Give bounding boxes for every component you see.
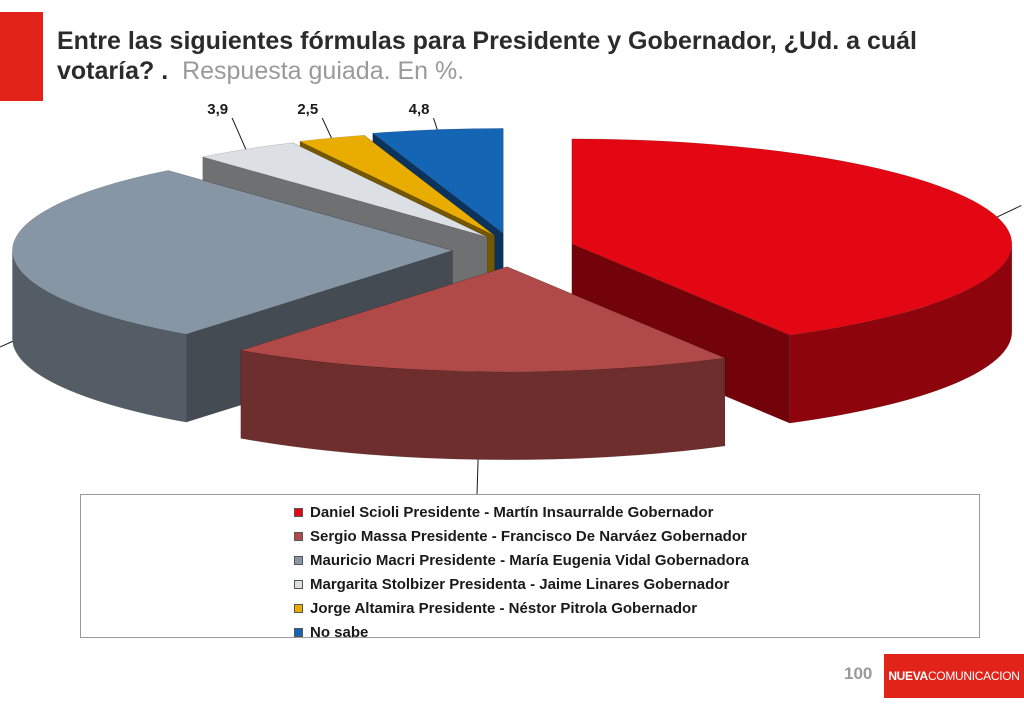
legend-label: Sergio Massa Presidente - Francisco De N… [310, 527, 747, 545]
legend-swatch [294, 627, 303, 637]
legend-swatch [294, 603, 303, 613]
legend-entry: No sabe [294, 620, 979, 644]
slice-2 [12, 170, 454, 335]
legend-label: Jorge Altamira Presidente - Néstor Pitro… [310, 599, 698, 617]
brand-logo: NUEVA COMUNICACION [884, 654, 1024, 698]
legend-swatch [294, 507, 303, 517]
legend-label: Mauricio Macri Presidente - María Eugeni… [310, 551, 750, 569]
slice-side-0-2 [789, 243, 1013, 424]
legend-entry: Sergio Massa Presidente - Francisco De N… [294, 524, 979, 548]
leader-line-4 [321, 117, 332, 139]
legend-label: Margarita Stolbizer Presidenta - Jaime L… [310, 575, 730, 593]
legend-label: No sabe [310, 623, 369, 641]
logo-bold-text: NUEVA [888, 669, 928, 683]
title-subtitle: Respuesta guiada. En %. [182, 57, 465, 85]
legend-swatch [294, 579, 303, 589]
slice-side-2-2 [12, 250, 187, 423]
leader-line-2 [0, 340, 13, 348]
data-label-4: 2,5 [297, 101, 318, 118]
chart-legend: Daniel Scioli Presidente - Martín Insaur… [80, 494, 980, 641]
legend-entry: Mauricio Macri Presidente - María Eugeni… [294, 548, 979, 572]
accent-bar [0, 12, 43, 101]
slice-side-1-2 [240, 350, 726, 461]
pie-chart: 41,818,628,53,92,54,8 [0, 101, 1022, 500]
legend-swatch [294, 531, 303, 541]
data-label-5: 4,8 [409, 101, 430, 118]
leader-line-1 [476, 459, 479, 500]
legend-entry: Margarita Stolbizer Presidenta - Jaime L… [294, 572, 979, 596]
title-main: Entre las siguientes fórmulas para Presi… [57, 27, 917, 85]
page-title: Entre las siguientes fórmulas para Presi… [57, 26, 1007, 86]
legend-entry: Daniel Scioli Presidente - Martín Insaur… [294, 500, 979, 524]
legend-label: Daniel Scioli Presidente - Martín Insaur… [310, 503, 714, 521]
page-number: 100 [844, 664, 873, 683]
legend-entry: Jorge Altamira Presidente - Néstor Pitro… [294, 596, 979, 620]
data-label-3: 3,9 [207, 101, 228, 118]
logo-text: COMUNICACION [927, 669, 1020, 683]
legend-swatch [294, 555, 303, 565]
slice-1 [240, 266, 726, 373]
slice-3 [202, 142, 488, 238]
leader-line-0 [996, 204, 1022, 218]
slice-0 [571, 138, 1013, 336]
leader-line-3 [231, 117, 247, 150]
leader-line-5 [433, 117, 438, 130]
